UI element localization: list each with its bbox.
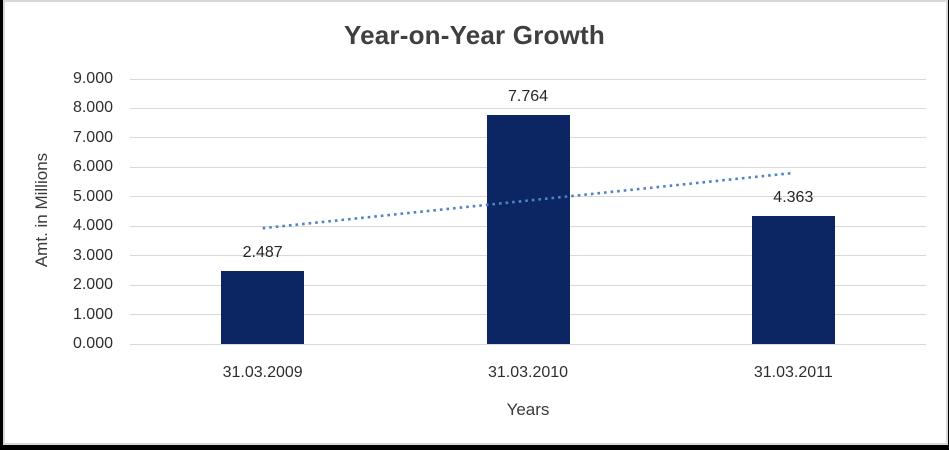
y-tick-label: 7.000: [72, 128, 113, 146]
y-tick-label: 4.000: [72, 217, 113, 235]
x-axis-title: Years: [506, 400, 550, 419]
trendline: [262, 171, 794, 230]
gridline: [130, 78, 926, 80]
gridline: [130, 343, 926, 345]
y-tick-label: 6.000: [72, 158, 113, 176]
plot-area: 2.487 7.764 4.363: [130, 78, 926, 345]
x-tick-label: 31.03.2010: [487, 364, 569, 381]
data-label: 4.363: [773, 188, 814, 206]
y-tick-label: 2.000: [72, 276, 113, 294]
y-tick-label: 0.000: [72, 335, 113, 352]
bar-31.03.2011: [751, 215, 835, 344]
chart-title: Year-on-Year Growth: [344, 20, 605, 50]
trendline-dotted-line: [262, 171, 794, 230]
bar-31.03.2010: [486, 115, 570, 344]
data-label: 2.487: [242, 243, 283, 261]
y-tick-label: 9.000: [72, 70, 113, 87]
y-tick-label: 1.000: [72, 305, 113, 323]
y-tick-label: 8.000: [72, 99, 113, 117]
x-tick-label: 31.03.2011: [753, 364, 833, 381]
data-label: 7.764: [507, 88, 549, 106]
bar-31.03.2009: [221, 270, 305, 344]
y-tick-label: 3.000: [72, 246, 113, 264]
gridline: [130, 107, 926, 109]
y-tick-label: 5.000: [72, 187, 113, 205]
x-tick-label: 31.03.2009: [222, 364, 303, 381]
